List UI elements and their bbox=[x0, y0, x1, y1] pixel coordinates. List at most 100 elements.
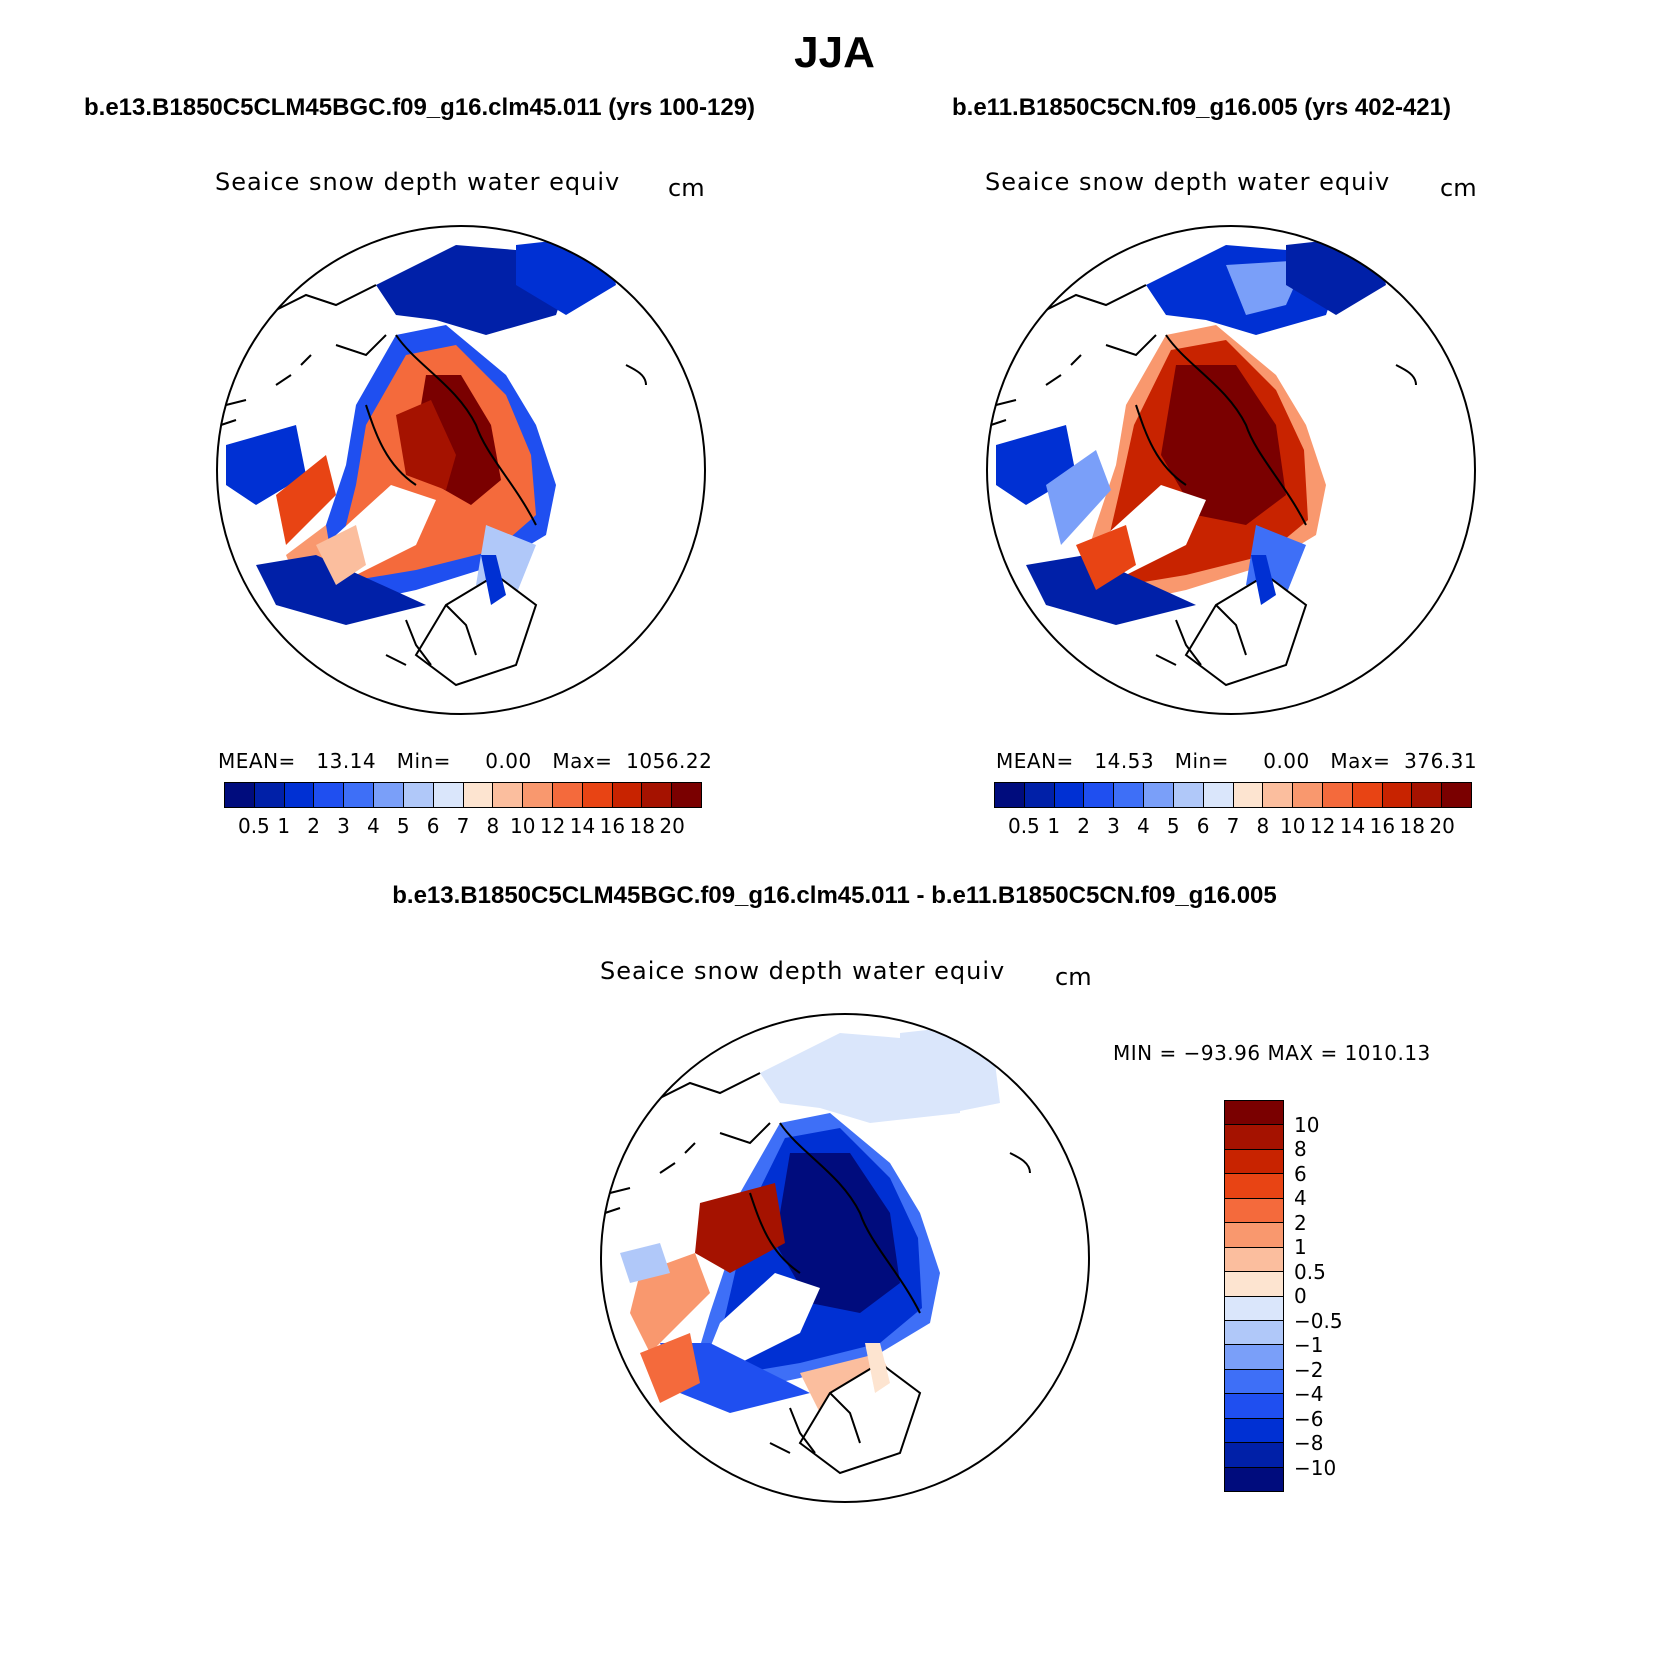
colorbar-label: 16 bbox=[599, 814, 626, 838]
colorbar-label: 10 bbox=[510, 814, 536, 838]
main-title: JJA bbox=[794, 28, 875, 77]
colorbar-segment bbox=[1382, 783, 1413, 807]
colorbar-label: 12 bbox=[1309, 814, 1336, 838]
colorbar-segment bbox=[284, 783, 315, 807]
panel2-baltic-snow bbox=[1251, 555, 1276, 605]
panel2-arctic-core bbox=[1161, 365, 1286, 525]
colorbar-label: 7 bbox=[456, 814, 470, 838]
diff-laptev-snow bbox=[640, 1333, 700, 1403]
panel1-baltic-snow bbox=[481, 555, 506, 605]
colorbar-label: 2 bbox=[307, 814, 320, 838]
colorbar-segment bbox=[1225, 1443, 1283, 1468]
colorbar-label: 3 bbox=[337, 814, 350, 838]
diff-polar-map bbox=[600, 1013, 1090, 1503]
colorbar-segment bbox=[1263, 783, 1294, 807]
diff-variable-title: Seaice snow depth water equiv bbox=[600, 957, 1006, 985]
colorbar-label: −6 bbox=[1294, 1406, 1324, 1431]
colorbar-segment bbox=[493, 783, 524, 807]
colorbar-segment bbox=[642, 783, 673, 807]
colorbar-segment bbox=[1225, 1369, 1283, 1395]
colorbar-segment bbox=[1225, 1223, 1283, 1248]
colorbar-segment bbox=[1225, 1101, 1283, 1126]
colorbar-label: 0.5 bbox=[237, 814, 270, 838]
colorbar-label: 18 bbox=[1399, 814, 1425, 838]
colorbar-label: 20 bbox=[659, 814, 685, 838]
colorbar-label: 1 bbox=[1294, 1235, 1307, 1259]
colorbar-label: 14 bbox=[1339, 814, 1366, 838]
colorbar-label: −8 bbox=[1294, 1431, 1324, 1455]
diff-arctic-core bbox=[775, 1153, 900, 1313]
panel2-units: cm bbox=[1440, 174, 1477, 202]
colorbar-segment bbox=[254, 783, 285, 807]
colorbar-segment bbox=[1144, 783, 1174, 807]
colorbar-label: 10 bbox=[1294, 1112, 1320, 1137]
diff-baltic-snow bbox=[865, 1343, 890, 1393]
panel1-bering-snow bbox=[226, 425, 306, 505]
panel1-arctic-inner bbox=[396, 400, 456, 490]
colorbar-segment bbox=[1084, 783, 1115, 807]
colorbar-label: 8 bbox=[486, 814, 500, 838]
colorbar-segment bbox=[995, 783, 1025, 807]
colorbar-label: 0 bbox=[1294, 1284, 1307, 1308]
colorbar-label: 6 bbox=[1196, 814, 1210, 838]
colorbar-label: −0.5 bbox=[1294, 1308, 1343, 1333]
colorbar-label: 10 bbox=[1280, 814, 1306, 838]
panel2-variable-title: Seaice snow depth water equiv bbox=[985, 168, 1391, 196]
panel1-laptev-snow bbox=[316, 525, 366, 585]
colorbar-segment bbox=[1225, 1418, 1283, 1444]
panel2-colorbar bbox=[994, 782, 1472, 808]
colorbar-label: 14 bbox=[569, 814, 596, 838]
panel1-polar-map bbox=[216, 225, 706, 715]
panel1-variable-title: Seaice snow depth water equiv bbox=[215, 168, 621, 196]
panel1-case-title: b.e13.B1850C5CLM45BGC.f09_g16.clm45.011 … bbox=[84, 94, 756, 121]
colorbar-segment bbox=[1203, 783, 1234, 807]
colorbar-segment bbox=[1225, 1174, 1283, 1199]
colorbar-segment bbox=[1225, 1125, 1283, 1150]
colorbar-segment bbox=[1442, 783, 1471, 807]
panel2-polar-map bbox=[986, 225, 1476, 715]
panel2-case-title: b.e11.B1850C5CN.f09_g16.005 (yrs 402-421… bbox=[952, 94, 1451, 121]
colorbar-label: −10 bbox=[1294, 1455, 1337, 1480]
colorbar-label: 0.5 bbox=[1007, 814, 1040, 838]
colorbar-label: 2 bbox=[1077, 814, 1090, 838]
colorbar-segment bbox=[1293, 783, 1323, 807]
colorbar-segment bbox=[523, 783, 553, 807]
diff-case-title: b.e13.B1850C5CLM45BGC.f09_g16.clm45.011 … bbox=[392, 882, 1277, 909]
colorbar-segment bbox=[1225, 1247, 1283, 1273]
panel1-stats: MEAN= 13.14 Min= 0.00 Max= 1056.22 bbox=[218, 749, 713, 773]
colorbar-label: 8 bbox=[1256, 814, 1270, 838]
colorbar-segment bbox=[1412, 783, 1443, 807]
diff-colorbar bbox=[1224, 1100, 1284, 1492]
colorbar-label: 4 bbox=[1137, 814, 1150, 838]
colorbar-segment bbox=[612, 783, 643, 807]
colorbar-segment bbox=[1225, 1467, 1283, 1491]
colorbar-label: 5 bbox=[1166, 814, 1180, 838]
panel1-colorbar bbox=[224, 782, 702, 808]
colorbar-segment bbox=[1173, 783, 1204, 807]
colorbar-segment bbox=[344, 783, 375, 807]
colorbar-label: 18 bbox=[629, 814, 655, 838]
colorbar-label: 12 bbox=[539, 814, 566, 838]
colorbar-label: 6 bbox=[1294, 1161, 1307, 1186]
colorbar-segment bbox=[1114, 783, 1145, 807]
panel1-units: cm bbox=[668, 174, 705, 202]
colorbar-label: 0.5 bbox=[1294, 1259, 1326, 1284]
diff-bering-snow bbox=[620, 1243, 670, 1283]
colorbar-segment bbox=[1225, 1345, 1283, 1370]
colorbar-label: 20 bbox=[1429, 814, 1455, 838]
colorbar-segment bbox=[1225, 1296, 1283, 1321]
panel2-laptev-snow bbox=[1076, 525, 1136, 590]
colorbar-segment bbox=[463, 783, 494, 807]
colorbar-segment bbox=[225, 783, 255, 807]
colorbar-label: 16 bbox=[1369, 814, 1396, 838]
colorbar-segment bbox=[1225, 1320, 1283, 1346]
colorbar-segment bbox=[374, 783, 404, 807]
colorbar-label: 6 bbox=[426, 814, 440, 838]
colorbar-segment bbox=[403, 783, 434, 807]
colorbar-label: 7 bbox=[1226, 814, 1240, 838]
colorbar-label: −1 bbox=[1294, 1333, 1324, 1357]
colorbar-label: 8 bbox=[1294, 1137, 1307, 1161]
colorbar-label: 1 bbox=[277, 814, 291, 838]
colorbar-segment bbox=[1322, 783, 1353, 807]
panel1-siberian-shelf bbox=[256, 555, 426, 625]
